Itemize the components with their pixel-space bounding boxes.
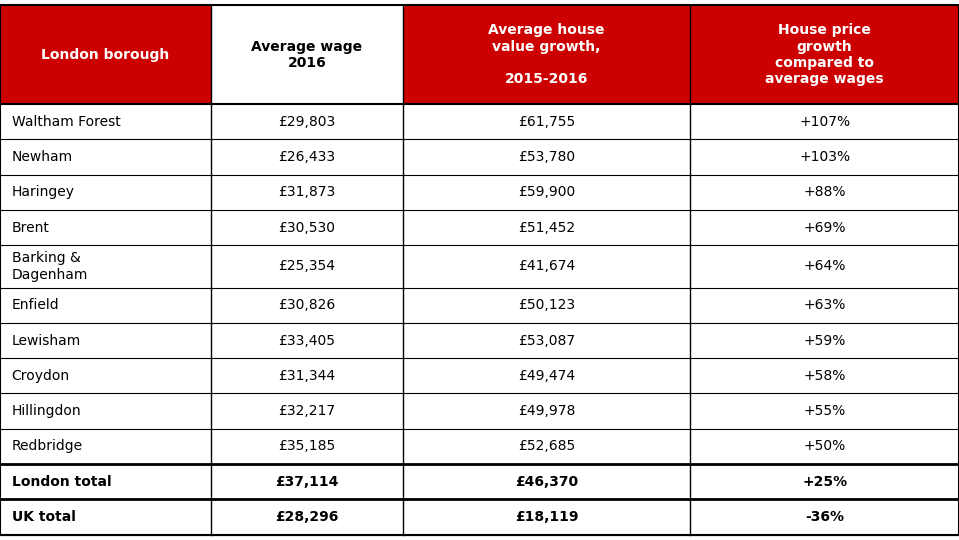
Text: £61,755: £61,755 xyxy=(518,115,575,129)
Text: £51,452: £51,452 xyxy=(518,221,575,235)
Text: Haringey: Haringey xyxy=(12,185,75,199)
Text: £37,114: £37,114 xyxy=(275,475,339,489)
Bar xyxy=(0,394,959,429)
Bar xyxy=(0,358,959,394)
Bar xyxy=(0,104,959,139)
Text: £18,119: £18,119 xyxy=(515,510,578,524)
Text: £35,185: £35,185 xyxy=(278,440,336,454)
Text: £41,674: £41,674 xyxy=(518,260,575,273)
Text: Hillingdon: Hillingdon xyxy=(12,404,82,418)
Text: £46,370: £46,370 xyxy=(515,475,578,489)
Text: +69%: +69% xyxy=(804,221,846,235)
Text: £31,873: £31,873 xyxy=(278,185,336,199)
Text: +107%: +107% xyxy=(799,115,851,129)
Text: UK total: UK total xyxy=(12,510,76,524)
Bar xyxy=(0,210,959,245)
Text: +59%: +59% xyxy=(804,334,846,348)
Text: Barking &
Dagenham: Barking & Dagenham xyxy=(12,252,88,281)
Text: £49,978: £49,978 xyxy=(518,404,575,418)
Bar xyxy=(0,288,959,323)
Text: Waltham Forest: Waltham Forest xyxy=(12,115,120,129)
Bar xyxy=(0,464,959,500)
Text: +88%: +88% xyxy=(804,185,846,199)
Text: -36%: -36% xyxy=(806,510,844,524)
Text: Newham: Newham xyxy=(12,150,73,164)
Text: £53,087: £53,087 xyxy=(518,334,575,348)
Bar xyxy=(211,5,403,104)
Text: Brent: Brent xyxy=(12,221,49,235)
Text: +25%: +25% xyxy=(802,475,848,489)
Text: £52,685: £52,685 xyxy=(518,440,575,454)
Bar xyxy=(690,5,959,104)
Bar xyxy=(0,139,959,175)
Text: Lewisham: Lewisham xyxy=(12,334,81,348)
Bar xyxy=(0,245,959,288)
Text: +55%: +55% xyxy=(804,404,846,418)
Text: Average wage
2016: Average wage 2016 xyxy=(251,40,363,70)
Text: £25,354: £25,354 xyxy=(278,260,336,273)
Text: +58%: +58% xyxy=(804,369,846,383)
Text: Enfield: Enfield xyxy=(12,298,59,312)
Text: Redbridge: Redbridge xyxy=(12,440,82,454)
Text: £53,780: £53,780 xyxy=(518,150,575,164)
Text: Average house
value growth,

2015-2016: Average house value growth, 2015-2016 xyxy=(488,24,605,86)
Bar xyxy=(0,323,959,358)
Bar xyxy=(403,5,690,104)
Text: +50%: +50% xyxy=(804,440,846,454)
Text: £33,405: £33,405 xyxy=(278,334,336,348)
Text: +64%: +64% xyxy=(804,260,846,273)
Text: £50,123: £50,123 xyxy=(518,298,575,312)
Text: +103%: +103% xyxy=(799,150,851,164)
Text: £32,217: £32,217 xyxy=(278,404,336,418)
Text: £29,803: £29,803 xyxy=(278,115,336,129)
Text: £28,296: £28,296 xyxy=(275,510,339,524)
Text: Croydon: Croydon xyxy=(12,369,70,383)
Text: London borough: London borough xyxy=(41,48,170,62)
Text: +63%: +63% xyxy=(804,298,846,312)
Bar xyxy=(0,175,959,210)
Bar xyxy=(0,429,959,464)
Text: House price
growth
compared to
average wages: House price growth compared to average w… xyxy=(765,24,884,86)
Text: £59,900: £59,900 xyxy=(518,185,575,199)
Text: £31,344: £31,344 xyxy=(278,369,336,383)
Text: London total: London total xyxy=(12,475,111,489)
Text: £30,530: £30,530 xyxy=(278,221,336,235)
Bar xyxy=(0,500,959,535)
Text: £49,474: £49,474 xyxy=(518,369,575,383)
Bar xyxy=(0,5,211,104)
Text: £30,826: £30,826 xyxy=(278,298,336,312)
Text: £26,433: £26,433 xyxy=(278,150,336,164)
